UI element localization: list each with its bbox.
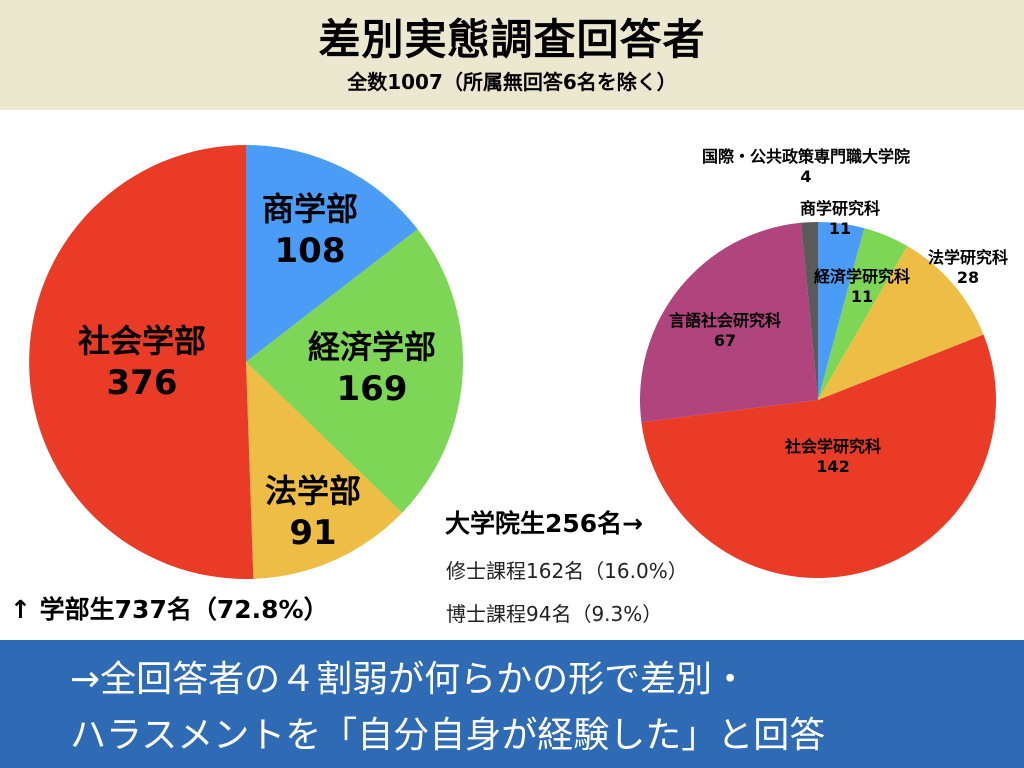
doctoral-note: 博士課程94名（9.3%） xyxy=(446,602,663,626)
charts-canvas: 商学部108経済学部169法学部91社会学部376商学研究科11経済学研究科11… xyxy=(29,145,1008,579)
slice-label: 商学部 xyxy=(262,190,358,228)
pie-chart-2: 商学研究科11経済学研究科11法学研究科28社会学研究科142言語社会研究科67… xyxy=(640,147,1008,578)
footer-banner: →全回答者の４割弱が何らかの形で差別・ ハラスメントを「自分自身が経験した」と回… xyxy=(0,640,1024,768)
pie-slice xyxy=(641,334,997,578)
masters-note: 修士課程162名（16.0%） xyxy=(446,559,688,583)
slice-label: 言語社会研究科 xyxy=(669,311,781,330)
slice-value-label: 376 xyxy=(107,363,178,403)
header-banner: 差別実態調査回答者 全数1007（所属無回答6名を除く） xyxy=(0,0,1024,110)
slice-label: 社会学研究科 xyxy=(784,437,881,456)
slice-label: 法学部 xyxy=(265,472,361,510)
slice-label: 法学研究科 xyxy=(928,248,1008,267)
slice-value-label: 108 xyxy=(275,231,346,271)
pie-slice xyxy=(246,145,418,362)
slice-value-label: 91 xyxy=(289,513,336,553)
pie-slice xyxy=(246,362,403,579)
slice-label: 社会学部 xyxy=(78,322,206,360)
slice-value-label: 11 xyxy=(829,219,851,238)
pie-slice xyxy=(818,246,984,400)
pie-slice xyxy=(640,222,818,423)
slice-label: 商学研究科 xyxy=(800,199,880,218)
page-subtitle: 全数1007（所属無回答6名を除く） xyxy=(347,70,677,94)
slice-value-label: 67 xyxy=(714,331,736,350)
pie-slice xyxy=(246,229,464,513)
slice-label: 経済学研究科 xyxy=(814,267,910,286)
slice-value-label: 28 xyxy=(957,268,979,287)
slice-value-label: 169 xyxy=(337,369,408,409)
page-title: 差別実態調査回答者 xyxy=(318,15,706,64)
footer-line-1: →全回答者の４割弱が何らかの形で差別・ xyxy=(70,659,749,700)
grad-note: 大学院生256名→ xyxy=(445,509,644,538)
slice-label: 国際・公共政策専門職大学院 xyxy=(702,147,910,166)
slice-value-label: 11 xyxy=(851,287,873,306)
pie-slice xyxy=(29,145,254,579)
slice-value-label: 4 xyxy=(800,167,811,186)
pie-slice xyxy=(818,228,908,400)
footer-line-2: ハラスメントを「自分自身が経験した」と回答 xyxy=(70,715,826,756)
slice-value-label: 142 xyxy=(816,457,849,476)
pie-slice xyxy=(818,221,865,400)
undergrad-note: ↑ 学部生737名（72.8%） xyxy=(10,595,329,624)
pie-slice xyxy=(801,222,818,400)
slice-label: 経済学部 xyxy=(308,328,436,366)
